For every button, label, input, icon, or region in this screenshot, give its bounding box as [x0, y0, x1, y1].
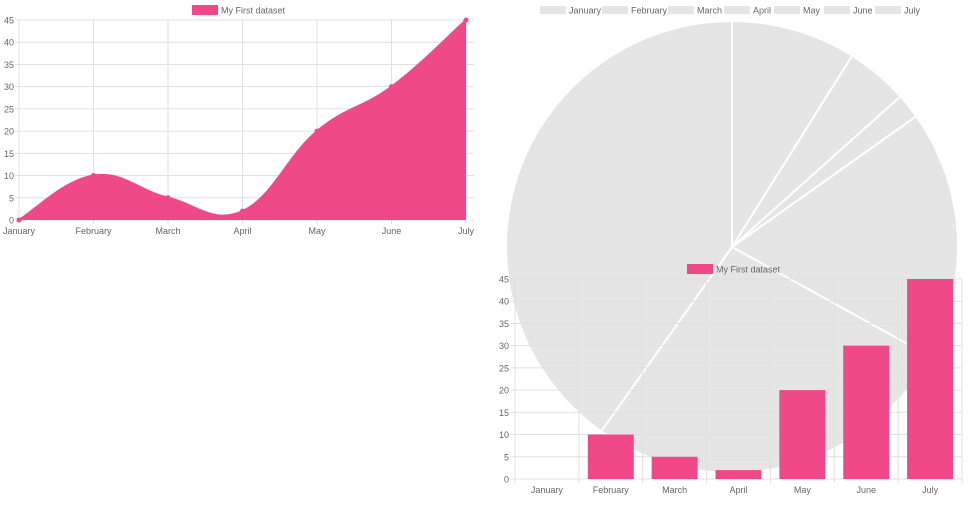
legend-label: February: [631, 6, 668, 16]
legend-swatch: [602, 6, 628, 14]
y-tick-label: 10: [499, 430, 509, 440]
bar: [843, 345, 890, 479]
y-tick-label: 40: [4, 38, 14, 48]
legend-label: January: [569, 6, 602, 16]
pie-slice: [505, 19, 733, 433]
x-tick-label: January: [531, 485, 564, 495]
area-chart: 0 5 10 15 20 25 30 35 40 45 January February March Ap…: [3, 5, 475, 236]
bar-chart: 0 5 10 15 20 25 30 35 40 45 January February March Ap…: [499, 264, 963, 495]
legend-swatch: [192, 5, 218, 15]
x-tick-label: May: [308, 226, 326, 236]
bar: [651, 456, 698, 479]
x-tick-label: July: [922, 485, 939, 495]
y-tick-label: 35: [4, 60, 14, 70]
legend-swatch: [724, 6, 750, 14]
y-tick-label: 45: [4, 16, 14, 26]
x-tick-label: February: [75, 226, 112, 236]
y-tick-label: 30: [499, 341, 509, 351]
bar: [907, 279, 954, 479]
legend-label: July: [904, 6, 921, 16]
y-tick-label: 45: [499, 275, 509, 285]
x-tick-label: May: [794, 485, 812, 495]
legend-swatch: [540, 6, 566, 14]
data-point: [165, 195, 171, 201]
data-point: [314, 128, 320, 134]
y-tick-label: 40: [499, 297, 509, 307]
legend-label: March: [697, 6, 722, 16]
bar: [715, 470, 762, 479]
legend-swatch: [668, 6, 694, 14]
x-tick-label: March: [662, 485, 687, 495]
legend-label: April: [753, 6, 771, 16]
x-tick-label: July: [458, 226, 475, 236]
x-tick-label: April: [233, 226, 251, 236]
bar: [779, 390, 826, 479]
x-tick-label: June: [382, 226, 402, 236]
x-tick-label: February: [593, 485, 630, 495]
data-point: [389, 84, 394, 90]
y-tick-label: 5: [9, 193, 14, 203]
x-tick-label: April: [729, 485, 747, 495]
y-tick-label: 25: [499, 363, 509, 373]
legend-label: My First dataset: [221, 6, 286, 16]
y-tick-label: 10: [4, 171, 14, 181]
pie-chart: January February March April May June July: [505, 6, 959, 474]
data-point: [91, 173, 96, 179]
legend-swatch: [875, 6, 901, 14]
y-tick-label: 0: [9, 216, 14, 226]
series-area-fill: [19, 20, 466, 220]
legend-swatch: [687, 264, 713, 274]
y-tick-label: 15: [4, 149, 14, 159]
y-tick-label: 25: [4, 104, 14, 114]
data-point: [463, 17, 469, 23]
legend-label: May: [803, 6, 821, 16]
legend-swatch: [774, 6, 800, 14]
data-point: [16, 217, 22, 223]
data-point: [240, 208, 245, 214]
pie-slice: [731, 19, 854, 251]
y-tick-label: 20: [4, 127, 14, 137]
x-tick-label: January: [3, 226, 36, 236]
y-tick-label: 15: [499, 408, 509, 418]
bar: [587, 434, 634, 479]
y-tick-label: 5: [504, 452, 509, 462]
y-tick-label: 20: [499, 386, 509, 396]
x-tick-label: June: [856, 485, 876, 495]
y-tick-label: 30: [4, 82, 14, 92]
x-tick-label: March: [155, 226, 180, 236]
y-tick-label: 35: [499, 319, 509, 329]
legend-label: My First dataset: [716, 265, 781, 275]
legend-swatch: [824, 6, 850, 14]
legend-label: June: [853, 6, 873, 16]
y-tick-label: 0: [504, 475, 509, 485]
